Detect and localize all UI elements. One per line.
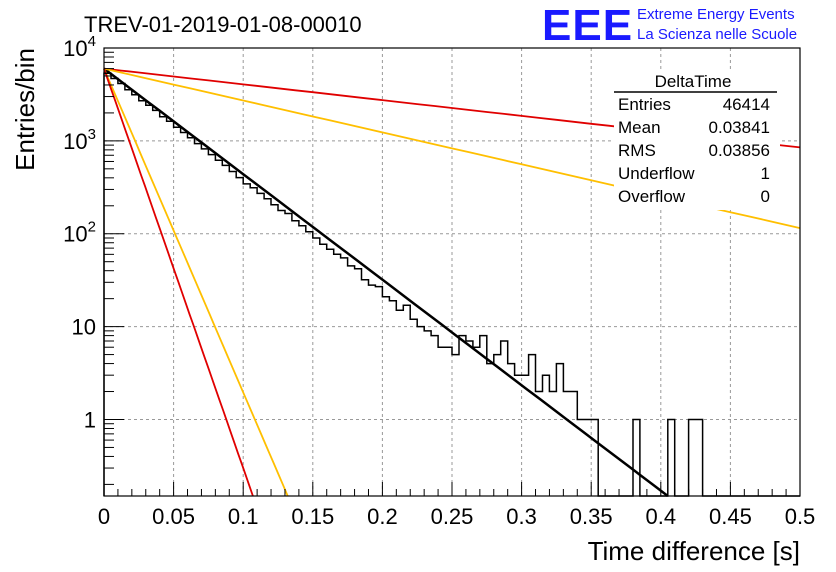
x-axis-label: Time difference [s] xyxy=(588,536,800,566)
x-tick-label: 0.45 xyxy=(709,504,752,529)
y-tick-label: 102 xyxy=(63,219,96,247)
x-tick-label: 0.5 xyxy=(785,504,816,529)
x-tick-label: 0.15 xyxy=(291,504,334,529)
x-tick-label: 0.3 xyxy=(506,504,537,529)
stat-label-underflow: Underflow xyxy=(618,164,695,183)
histogram-line xyxy=(103,72,800,497)
eee-logo: EEE xyxy=(542,1,633,50)
x-tick-label: 0 xyxy=(98,504,110,529)
stat-value-underflow: 1 xyxy=(761,164,770,183)
x-tick-label: 0.1 xyxy=(228,504,259,529)
logo-line-1: Extreme Energy Events xyxy=(637,6,795,23)
fit-line xyxy=(103,68,289,497)
stat-label-overflow: Overflow xyxy=(618,187,686,206)
stat-value-overflow: 0 xyxy=(761,187,770,206)
fit-line xyxy=(103,68,254,497)
x-tick-label: 0.25 xyxy=(431,504,474,529)
x-tick-label: 0.05 xyxy=(152,504,195,529)
fit-line xyxy=(103,67,669,497)
grid xyxy=(104,48,800,496)
stats-box-bg xyxy=(614,70,780,210)
x-tick-label: 0.4 xyxy=(646,504,677,529)
stats-box-title: DeltaTime xyxy=(655,72,732,91)
y-tick-label: 104 xyxy=(63,33,96,61)
logo-line-2: La Scienza nelle Scuole xyxy=(637,26,797,43)
stat-label-mean: Mean xyxy=(618,118,661,137)
y-axis-label: Entries/bin xyxy=(10,48,40,171)
stat-value-rms: 0.03856 xyxy=(709,141,770,160)
stat-label-entries: Entries xyxy=(618,95,671,114)
stats-box: DeltaTime Entries 46414 Mean 0.03841 RMS… xyxy=(614,70,780,210)
axis-ticks: 0 0.05 0.1 0.15 0.2 0.25 0.3 0.35 0.4 0.45 0.51101… xyxy=(63,33,815,529)
x-tick-label: 0.2 xyxy=(367,504,398,529)
y-tick-label: 103 xyxy=(63,126,96,154)
x-tick-label: 0.35 xyxy=(570,504,613,529)
chart-title: TREV-01-2019-01-08-00010 xyxy=(84,12,362,37)
stat-value-mean: 0.03841 xyxy=(709,118,770,137)
stat-label-rms: RMS xyxy=(618,141,656,160)
stat-value-entries: 46414 xyxy=(723,95,770,114)
y-tick-label: 10 xyxy=(72,315,96,340)
y-tick-label: 1 xyxy=(84,407,96,432)
